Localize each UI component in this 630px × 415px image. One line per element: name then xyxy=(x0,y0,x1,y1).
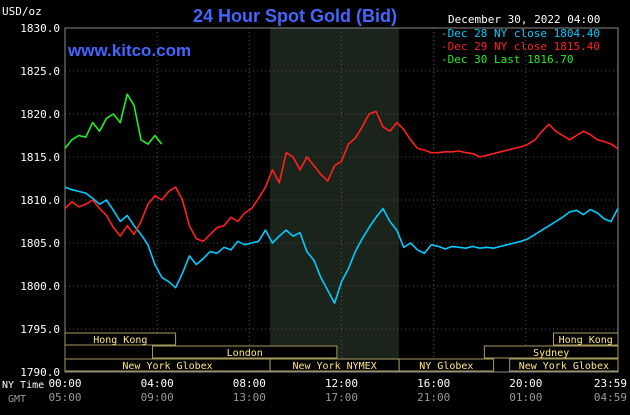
session-box xyxy=(483,345,619,359)
x-tick-label-gmt: 09:00 xyxy=(141,391,174,404)
y-tick-label: 1815.0 xyxy=(20,151,60,164)
session-label: New York NYMEX xyxy=(292,361,376,372)
session-box xyxy=(509,358,619,372)
x-axis-label-gmt: GMT xyxy=(8,394,26,405)
x-tick-label-ny: 08:00 xyxy=(233,377,266,390)
y-tick-label: 1795.0 xyxy=(20,323,60,336)
session-label: Hong Kong xyxy=(559,335,613,346)
x-tick-label-gmt: 21:00 xyxy=(417,391,450,404)
series-line-1 xyxy=(64,186,619,305)
session-label: New York Globex xyxy=(122,361,212,372)
y-tick-label: 1800.0 xyxy=(20,280,60,293)
legend-entry: -Dec 28 NY close 1804.40 xyxy=(441,27,600,40)
chart-title: 24 Hour Spot Gold (Bid) xyxy=(193,6,397,26)
x-tick-label-gmt: 04:59 xyxy=(594,391,627,404)
session-box xyxy=(398,358,495,372)
y-axis-unit-label: USD/oz xyxy=(2,5,42,18)
x-tick-label-ny: 00:00 xyxy=(48,377,81,390)
x-tick-label-ny: 20:00 xyxy=(509,377,542,390)
legend: -Dec 28 NY close 1804.40-Dec 29 NY close… xyxy=(441,27,600,66)
x-tick-label-ny: 04:00 xyxy=(141,377,174,390)
y-tick-label: 1805.0 xyxy=(20,237,60,250)
y-tick-label: 1820.0 xyxy=(20,108,60,121)
y-tick-label: 1825.0 xyxy=(20,65,60,78)
chart-date: December 30, 2022 04:00 xyxy=(448,13,600,26)
session-label: Sydney xyxy=(533,348,569,359)
site-url: www.kitco.com xyxy=(67,41,191,60)
session-label: NY Globex xyxy=(419,361,473,372)
plot-border xyxy=(64,27,619,373)
x-tick-label-ny: 12:00 xyxy=(325,377,358,390)
x-tick-label-gmt: 01:00 xyxy=(509,391,542,404)
series-line-3 xyxy=(64,93,163,149)
session-label: London xyxy=(227,348,263,359)
session-label: New York Globex xyxy=(519,361,609,372)
y-tick-label: 1790.0 xyxy=(20,366,60,379)
session-box xyxy=(64,332,177,346)
x-tick-label-gmt: 05:00 xyxy=(48,391,81,404)
x-tick-label-ny: 16:00 xyxy=(417,377,450,390)
session-box xyxy=(152,345,338,359)
legend-entry: -Dec 30 Last 1816.70 xyxy=(441,53,573,66)
session-label: Hong Kong xyxy=(93,335,147,346)
x-tick-label-gmt: 17:00 xyxy=(325,391,358,404)
legend-entry: -Dec 29 NY close 1815.40 xyxy=(441,40,600,53)
y-tick-label: 1830.0 xyxy=(20,22,60,35)
x-tick-label-ny: 23:59 xyxy=(594,377,627,390)
x-tick-label-gmt: 13:00 xyxy=(233,391,266,404)
series-line-2 xyxy=(64,110,619,243)
session-box xyxy=(552,332,619,346)
x-axis-label-ny: NY Time xyxy=(2,380,44,391)
y-tick-label: 1810.0 xyxy=(20,194,60,207)
